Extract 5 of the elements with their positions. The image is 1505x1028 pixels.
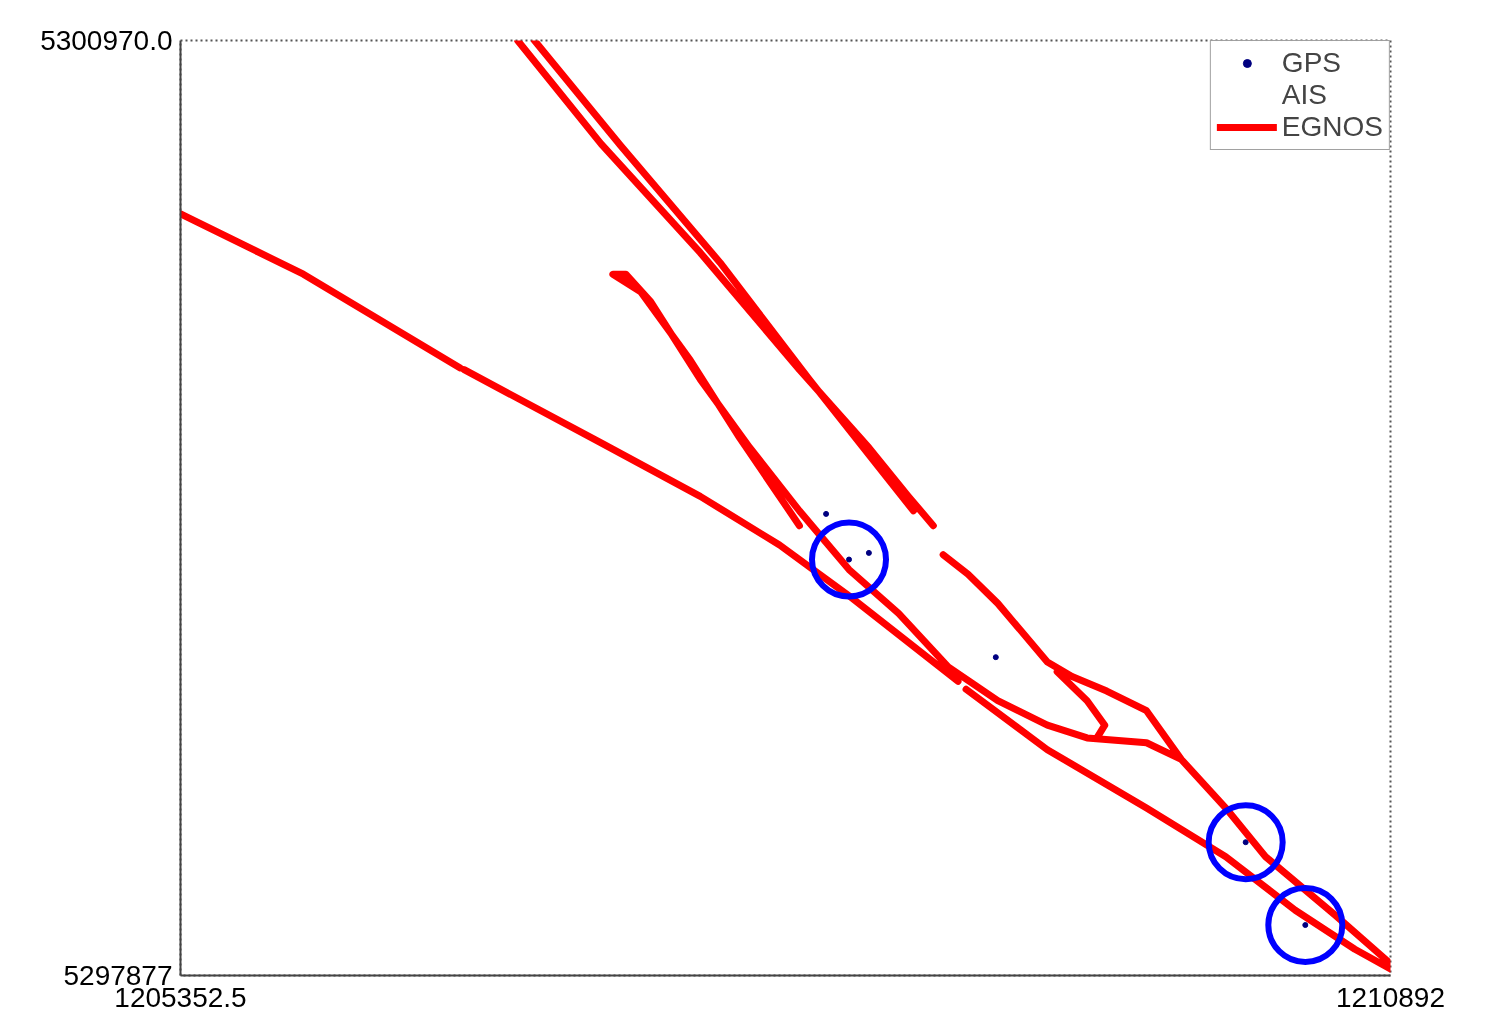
legend-label: EGNOS <box>1281 111 1383 143</box>
legend-label: GPS <box>1281 47 1341 79</box>
y-tick-label: 5300970.0 <box>40 25 173 56</box>
x-tick-label: 1210892 <box>1336 981 1446 1013</box>
text: AIS <box>1281 79 1327 111</box>
